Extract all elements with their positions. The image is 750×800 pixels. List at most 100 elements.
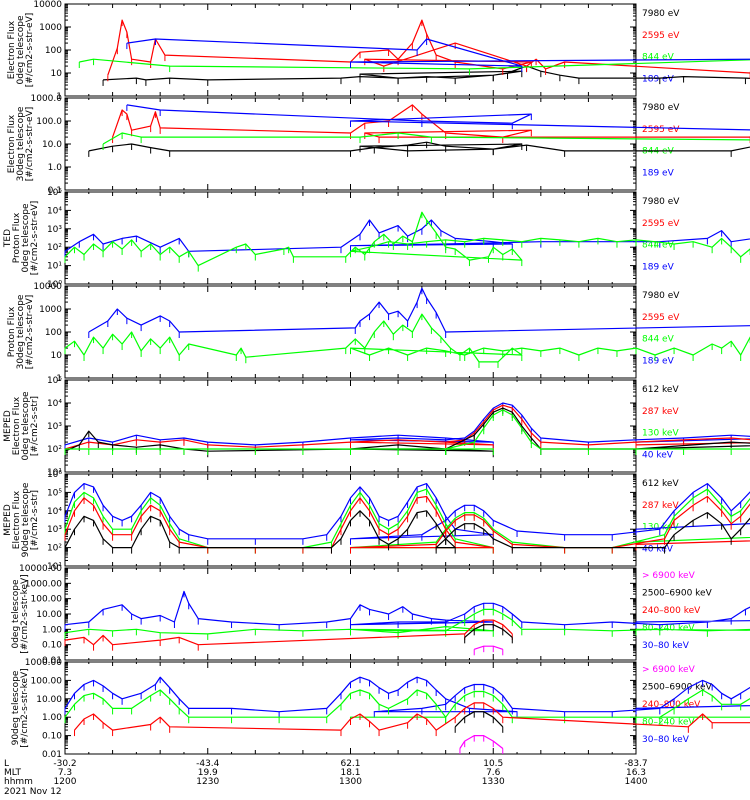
y-axis-label: MEPED [3, 504, 13, 536]
panel-frame [64, 661, 637, 755]
footer-hhmm-value: 1330 [482, 777, 505, 787]
footer-hhmm-value: 1230 [196, 777, 219, 787]
y-tick-label: 1.0 [48, 163, 63, 173]
y-axis-label: [#/cm2-s-str] [30, 396, 40, 456]
legend-label: 2500–6900 keV [642, 588, 713, 598]
y-tick-label: 10¹ [47, 562, 62, 572]
y-axis-label: [#/cm2-s-str-eV] [25, 13, 35, 88]
legend-label: 240–800 keV [642, 606, 701, 616]
y-tick-label: 1000.00 [25, 658, 62, 668]
footer-L-value: -30.2 [53, 759, 76, 769]
legend-label: 240–800 keV [642, 700, 701, 710]
legend-label: 30–80 keV [642, 641, 690, 651]
y-tick-label: 10² [47, 544, 62, 554]
legend-label: 7980 eV [642, 9, 680, 19]
footer-L-value: -83.7 [624, 759, 647, 769]
footer-L-value: 10.5 [483, 759, 503, 769]
y-tick-label: 10⁶ [47, 470, 62, 480]
y-axis-label: 90deg telescope [21, 482, 31, 557]
y-tick-label: 0.01 [42, 750, 62, 760]
y-axis-label: 0deg telescope [21, 203, 31, 273]
panel-frame [64, 191, 637, 285]
y-axis-label: Electron Flux [7, 20, 17, 79]
legend-label: 2595 eV [642, 219, 680, 229]
footer-hhmm-value: 1300 [339, 777, 362, 787]
y-tick-label: 100.0 [36, 117, 62, 127]
series-line [64, 313, 750, 363]
footer-MLT-value: 19.9 [198, 768, 218, 778]
footer-hhmm-value: 1200 [54, 777, 77, 787]
series-line [65, 409, 750, 450]
legend-label: 189 eV [642, 357, 675, 367]
y-axis-label: [#/cm2-s-str] [30, 490, 40, 550]
y-tick-label: 10⁴ [47, 507, 62, 517]
series-line [112, 104, 750, 138]
series-line [64, 619, 513, 646]
footer-MLT-label: MLT [4, 768, 22, 778]
y-axis-label: 0deg telescope [11, 579, 21, 649]
y-tick-label: 10000 [33, 0, 62, 10]
series-line [64, 211, 750, 267]
y-tick-label: 10.0 [42, 140, 62, 150]
y-tick-label: 1000 [39, 23, 62, 33]
legend-label: 2595 eV [642, 31, 680, 41]
y-axis-label: [#/cm2-s-str-keV] [20, 574, 30, 653]
y-tick-label: 1 [56, 374, 62, 384]
footer-hhmm-label: hhmm [4, 777, 33, 787]
y-tick-label: 10² [47, 445, 62, 455]
y-axis-label: [#/cm2-s-str-eV] [25, 107, 35, 182]
y-axis-label: TED [3, 229, 13, 248]
y-tick-label: 10.00 [36, 695, 62, 705]
series-line [126, 38, 750, 67]
y-axis-label: Proton Flux [7, 306, 17, 357]
y-axis-label: 0deg telescope [21, 391, 31, 461]
footer-MLT-value: 16.3 [626, 768, 646, 778]
y-tick-label: 10⁵ [47, 188, 62, 198]
series-line [464, 624, 513, 638]
series-line [88, 287, 750, 333]
y-tick-label: 100 [45, 328, 62, 338]
footer-L-value: -43.4 [196, 759, 220, 769]
legend-label: > 6900 keV [642, 665, 696, 675]
legend-label: 2595 eV [642, 125, 680, 135]
legend-label: 844 eV [642, 53, 675, 63]
legend-label: 80–240 keV [642, 623, 695, 633]
series-line [88, 141, 750, 152]
footer-MLT-value: 18.1 [340, 768, 360, 778]
legend-label: 40 keV [642, 545, 674, 555]
y-tick-label: 10000 [33, 282, 62, 292]
y-tick-label: 100.00 [31, 595, 63, 605]
series-line [64, 488, 750, 549]
legend-label: 287 keV [642, 501, 679, 511]
y-tick-label: 10000.00 [19, 564, 62, 574]
y-tick-label: 10 [51, 69, 63, 79]
y-axis-label: [#/cm2-s-str-eV] [30, 201, 40, 276]
y-tick-label: 10³ [47, 525, 62, 535]
series-line [107, 19, 750, 76]
y-tick-label: 1000.00 [25, 579, 62, 589]
footer-MLT-value: 7.3 [58, 768, 72, 778]
y-tick-label: 10¹ [47, 468, 62, 478]
footer-L-label: L [4, 759, 9, 769]
y-tick-label: 10.00 [36, 610, 62, 620]
legend-label: 189 eV [642, 169, 675, 179]
y-tick-label: 0.1 [48, 186, 62, 196]
legend-label: 287 keV [642, 407, 679, 417]
legend-label: 189 eV [642, 75, 675, 85]
panel-frame [64, 285, 637, 379]
legend-label: 612 keV [642, 479, 679, 489]
legend-label: 80–240 keV [642, 717, 695, 727]
legend-label: 2595 eV [642, 313, 680, 323]
legend-label: 7980 eV [642, 103, 680, 113]
legend-label: 7980 eV [642, 197, 680, 207]
y-tick-label: 0.10 [42, 732, 62, 742]
y-tick-label: 10³ [47, 225, 62, 235]
y-tick-label: 0.10 [42, 641, 62, 651]
y-tick-label: 1000.0 [31, 94, 63, 104]
footer-hhmm-value: 1400 [625, 777, 648, 787]
footer-date-label: 2021 Nov 12 [4, 787, 62, 797]
y-tick-label: 10² [47, 243, 62, 253]
legend-label: 30–80 keV [642, 735, 690, 745]
panel-frame [64, 567, 637, 661]
